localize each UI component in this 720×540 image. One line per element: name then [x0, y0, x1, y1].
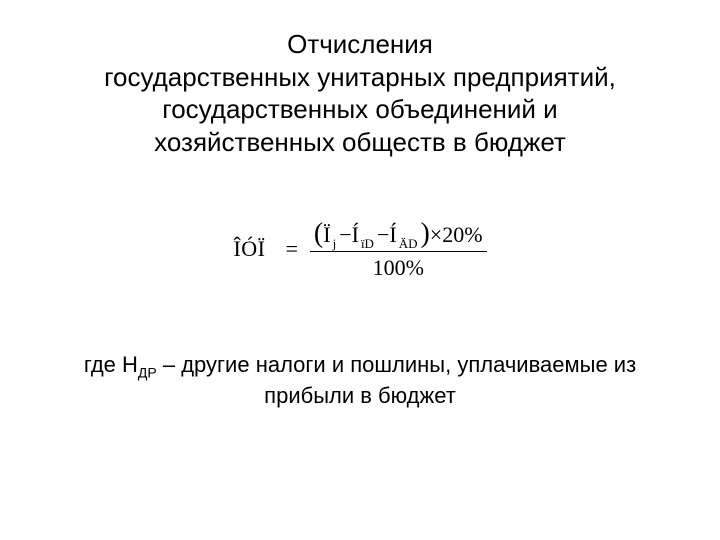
multiply: ×	[430, 222, 442, 248]
minus-1: −	[339, 222, 351, 248]
formula-equals: =	[285, 236, 297, 262]
caption-line2: прибыли в бюджет	[264, 383, 456, 408]
right-paren: )	[420, 218, 429, 250]
term2-sub: ïD	[361, 236, 374, 252]
caption-prefix: где Н	[84, 352, 138, 377]
formula-fraction: ( Ï j − Í ïD − Í ÄD ) × 20% 100%	[310, 216, 487, 281]
term1-sub: j	[333, 236, 337, 252]
title-line-3: государственных объединений и	[162, 94, 557, 124]
title-line-1: Отчисления	[287, 29, 433, 59]
term1-base: Ï	[323, 222, 330, 248]
formula-denominator: 100%	[373, 252, 424, 281]
title-line-2: государственных унитарных предприятий,	[104, 62, 616, 92]
term2-base: Í	[352, 222, 359, 248]
caption-sub: ДР	[138, 364, 157, 380]
slide: Отчисления государственных унитарных пре…	[0, 0, 720, 540]
term3-base: Í	[389, 222, 396, 248]
title-line-4: хозяйственных обществ в бюджет	[154, 127, 566, 157]
formula-lhs: ÎÓÏ	[233, 236, 265, 262]
term3-sub: ÄD	[399, 236, 418, 252]
percent-20: 20%	[442, 222, 482, 248]
formula-numerator: ( Ï j − Í ïD − Í ÄD ) × 20%	[310, 216, 487, 252]
caption: где НДР – другие налоги и пошлины, уплач…	[36, 351, 684, 410]
caption-rest: – другие налоги и пошлины, уплачиваемые …	[157, 352, 636, 377]
formula: ÎÓÏ = ( Ï j − Í ïD − Í ÄD ) × 20% 100%	[36, 216, 684, 281]
left-paren: (	[314, 218, 323, 250]
slide-title: Отчисления государственных унитарных пре…	[36, 28, 684, 158]
minus-2: −	[377, 222, 389, 248]
